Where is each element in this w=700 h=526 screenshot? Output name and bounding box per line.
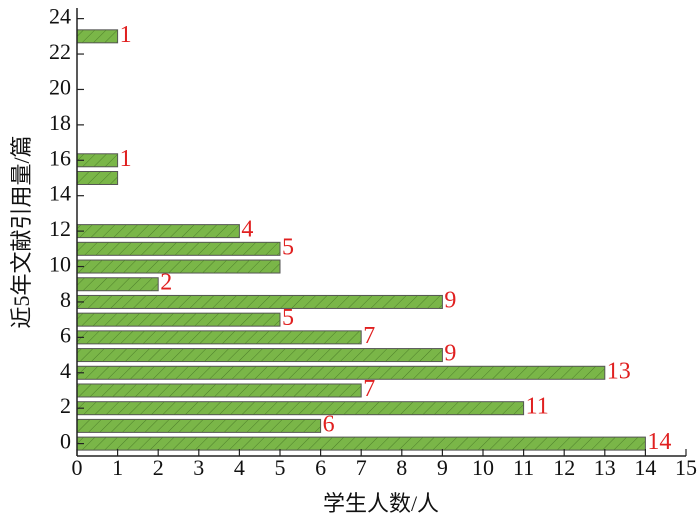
value-label: 7 [363,376,375,402]
x-axis-label: 学生人数/人 [323,491,439,516]
y-tick-label: 16 [49,145,71,170]
value-label: 14 [647,429,671,455]
bar [76,348,443,363]
bar [76,383,362,398]
x-tick-label: 15 [675,455,697,480]
y-tick-label: 8 [60,287,71,312]
y-tick-label: 12 [49,216,71,241]
value-label: 2 [160,270,172,296]
y-tick-label: 2 [60,393,71,418]
x-tick-label: 0 [72,455,83,480]
y-tick-label: 22 [49,39,71,64]
bar [76,312,281,327]
x-tick-label: 5 [275,455,286,480]
bar [76,277,159,292]
bar [76,259,281,274]
x-tick-label: 11 [513,455,534,480]
y-tick-label: 24 [49,4,71,29]
x-tick-label: 10 [472,455,494,480]
bar [76,170,119,185]
value-label: 13 [607,358,631,384]
bar [76,436,646,451]
value-label: 7 [363,323,375,349]
x-tick-label: 6 [315,455,326,480]
y-tick-label: 20 [49,75,71,100]
x-tick-label: 7 [356,455,367,480]
x-tick-label: 1 [112,455,123,480]
x-tick-label: 2 [153,455,164,480]
x-tick-label: 13 [594,455,616,480]
value-label: 1 [120,22,132,48]
value-label: 6 [323,411,335,437]
y-axis-label: 近5年文献引用量/篇 [9,135,34,328]
x-tick-label: 14 [634,455,656,480]
bar [76,224,240,239]
y-tick-label: 0 [60,429,71,454]
bar [76,241,281,256]
value-label: 9 [444,287,456,313]
y-tick-label: 6 [60,322,71,347]
value-label: 11 [526,394,549,420]
value-label: 4 [241,217,253,243]
bar [76,418,322,433]
value-label: 1 [120,146,132,172]
value-label: 5 [282,234,294,260]
x-tick-label: 9 [437,455,448,480]
value-label: 9 [444,341,456,367]
x-tick-label: 8 [396,455,407,480]
bar [76,29,119,44]
value-label: 5 [282,305,294,331]
y-tick-label: 10 [49,252,71,277]
x-tick-label: 12 [553,455,575,480]
bar [76,330,362,345]
y-tick-label: 4 [60,358,71,383]
bar [76,294,443,309]
y-tick-label: 14 [49,181,71,206]
y-tick-label: 18 [49,110,71,135]
bar [76,365,606,380]
x-tick-label: 3 [193,455,204,480]
x-tick-label: 4 [234,455,245,480]
bar [76,401,525,416]
